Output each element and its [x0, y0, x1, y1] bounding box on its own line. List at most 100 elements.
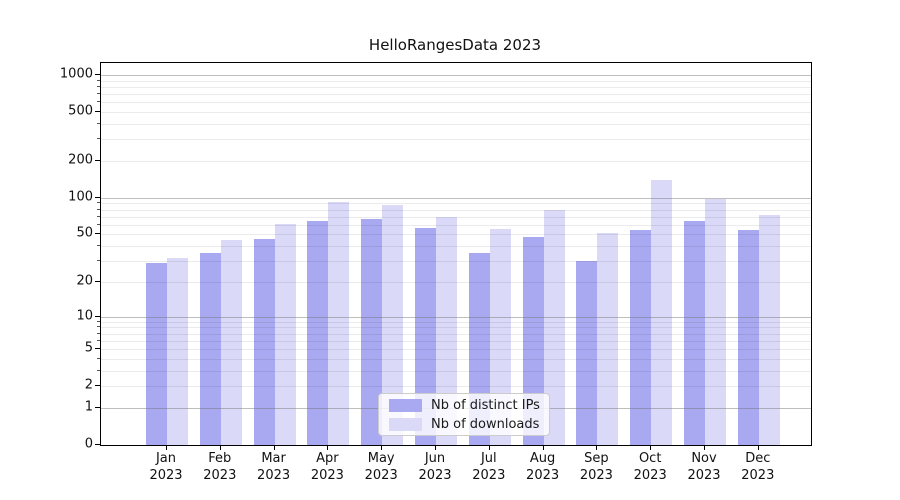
- month-name: Aug: [529, 451, 556, 466]
- x-tick-mark-may: [381, 445, 383, 450]
- y-tick-label-0: 0: [84, 436, 93, 452]
- year-label: 2023: [310, 468, 344, 483]
- bar-oct-downloads: [651, 179, 673, 445]
- bar-feb-distinct-ips: [199, 253, 221, 445]
- y-tick-label-1000: 1000: [59, 66, 93, 82]
- y-minor-tick-80: [97, 208, 100, 210]
- year-label: 2023: [364, 468, 398, 483]
- y-minor-tick-40: [97, 245, 100, 247]
- x-tick-label-dec: Dec 2023: [728, 450, 788, 484]
- x-tick-label-aug: Aug 2023: [513, 450, 573, 484]
- bar-sep-distinct-ips: [576, 261, 598, 445]
- x-tick-label-nov: Nov 2023: [674, 450, 734, 484]
- plot-area: [100, 62, 812, 446]
- y-minor-tick-30: [97, 260, 100, 262]
- y-tick-mark-50: [95, 233, 100, 235]
- y-minor-tick-900: [97, 79, 100, 81]
- bar-jul-downloads: [489, 229, 511, 445]
- y-minor-tick-300: [97, 138, 100, 140]
- y-tick-mark-5: [95, 348, 100, 350]
- y-tick-label-200: 200: [68, 152, 93, 168]
- y-tick-label-20: 20: [76, 273, 93, 289]
- bar-aug-distinct-ips: [522, 236, 544, 445]
- month-name: Jul: [480, 451, 497, 466]
- x-tick-label-feb: Feb 2023: [190, 450, 250, 484]
- bar-nov-distinct-ips: [684, 220, 705, 445]
- year-label: 2023: [203, 468, 237, 483]
- year-label: 2023: [687, 468, 721, 483]
- x-tick-mark-mar: [273, 445, 275, 450]
- minor-gridline-400: [101, 124, 811, 125]
- bar-apr-distinct-ips: [307, 220, 329, 445]
- x-tick-label-sep: Sep 2023: [566, 450, 626, 484]
- minor-gridline-300: [101, 139, 811, 141]
- bar-jun-downloads: [436, 216, 457, 445]
- y-tick-mark-0: [95, 444, 100, 445]
- y-minor-tick-800: [97, 85, 100, 87]
- y-minor-tick-90: [97, 202, 100, 204]
- y-tick-mark-100: [95, 196, 100, 198]
- bar-aug-downloads: [543, 209, 565, 445]
- year-label: 2023: [633, 468, 667, 483]
- y-tick-mark-10: [95, 315, 100, 317]
- bar-sep-downloads: [597, 233, 619, 445]
- y-minor-tick-4: [97, 357, 100, 359]
- month-name: Sep: [584, 451, 609, 466]
- y-tick-mark-200: [95, 159, 100, 161]
- bar-mar-distinct-ips: [253, 238, 275, 445]
- x-tick-mark-sep: [596, 445, 598, 450]
- y-tick-label-1: 1: [84, 399, 93, 415]
- legend-label-downloads: Nb of downloads: [431, 416, 540, 432]
- y-tick-label-50: 50: [76, 225, 93, 241]
- bar-may-distinct-ips: [361, 219, 383, 445]
- x-tick-mark-feb: [219, 445, 221, 450]
- x-tick-label-apr: Apr 2023: [297, 450, 357, 484]
- month-name: Feb: [208, 451, 232, 466]
- downloads-swatch: [389, 417, 422, 431]
- month-name: Oct: [638, 451, 662, 466]
- minor-gridline-500: [101, 112, 811, 114]
- x-tick-mark-jun: [435, 445, 436, 450]
- bar-dec-distinct-ips: [737, 230, 759, 445]
- y-tick-mark-1: [95, 406, 100, 408]
- y-tick-mark-2: [95, 385, 100, 387]
- year-label: 2023: [526, 468, 560, 483]
- y-minor-tick-6: [97, 339, 100, 341]
- minor-gridline-700: [101, 94, 811, 96]
- year-label: 2023: [418, 468, 452, 483]
- y-minor-tick-8: [97, 326, 100, 328]
- bar-dec-downloads: [758, 215, 780, 445]
- legend: Nb of distinct IPs Nb of downloads: [378, 393, 550, 436]
- y-minor-tick-600: [97, 101, 100, 103]
- y-tick-label-100: 100: [68, 189, 93, 205]
- y-minor-tick-7: [97, 332, 100, 334]
- bar-jan-distinct-ips: [146, 262, 167, 445]
- year-label: 2023: [472, 468, 506, 483]
- x-tick-mark-nov: [704, 445, 705, 450]
- x-tick-mark-aug: [542, 445, 544, 450]
- x-tick-mark-jul: [488, 445, 490, 450]
- y-minor-tick-400: [97, 122, 100, 124]
- x-tick-label-jun: Jun 2023: [405, 450, 465, 484]
- year-label: 2023: [579, 468, 613, 483]
- x-tick-mark-oct: [650, 445, 652, 450]
- month-name: Dec: [745, 451, 771, 466]
- bar-apr-downloads: [328, 201, 350, 445]
- major-gridline-1000: [101, 75, 811, 76]
- minor-gridline-200: [101, 161, 811, 162]
- minor-gridline-600: [101, 102, 811, 104]
- x-tick-label-may: May 2023: [351, 450, 411, 484]
- chart-title: HelloRangesData 2023: [368, 36, 542, 54]
- y-tick-label-5: 5: [84, 340, 93, 356]
- x-tick-label-oct: Oct 2023: [620, 450, 680, 484]
- year-label: 2023: [257, 468, 291, 483]
- y-tick-mark-20: [95, 280, 100, 282]
- month-name: May: [367, 451, 395, 466]
- y-tick-mark-500: [95, 111, 100, 113]
- month-name: Jan: [155, 451, 177, 466]
- y-minor-tick-3: [97, 369, 100, 371]
- month-name: Jun: [424, 451, 446, 466]
- x-tick-label-mar: Mar 2023: [244, 450, 304, 484]
- bar-oct-distinct-ips: [630, 230, 652, 445]
